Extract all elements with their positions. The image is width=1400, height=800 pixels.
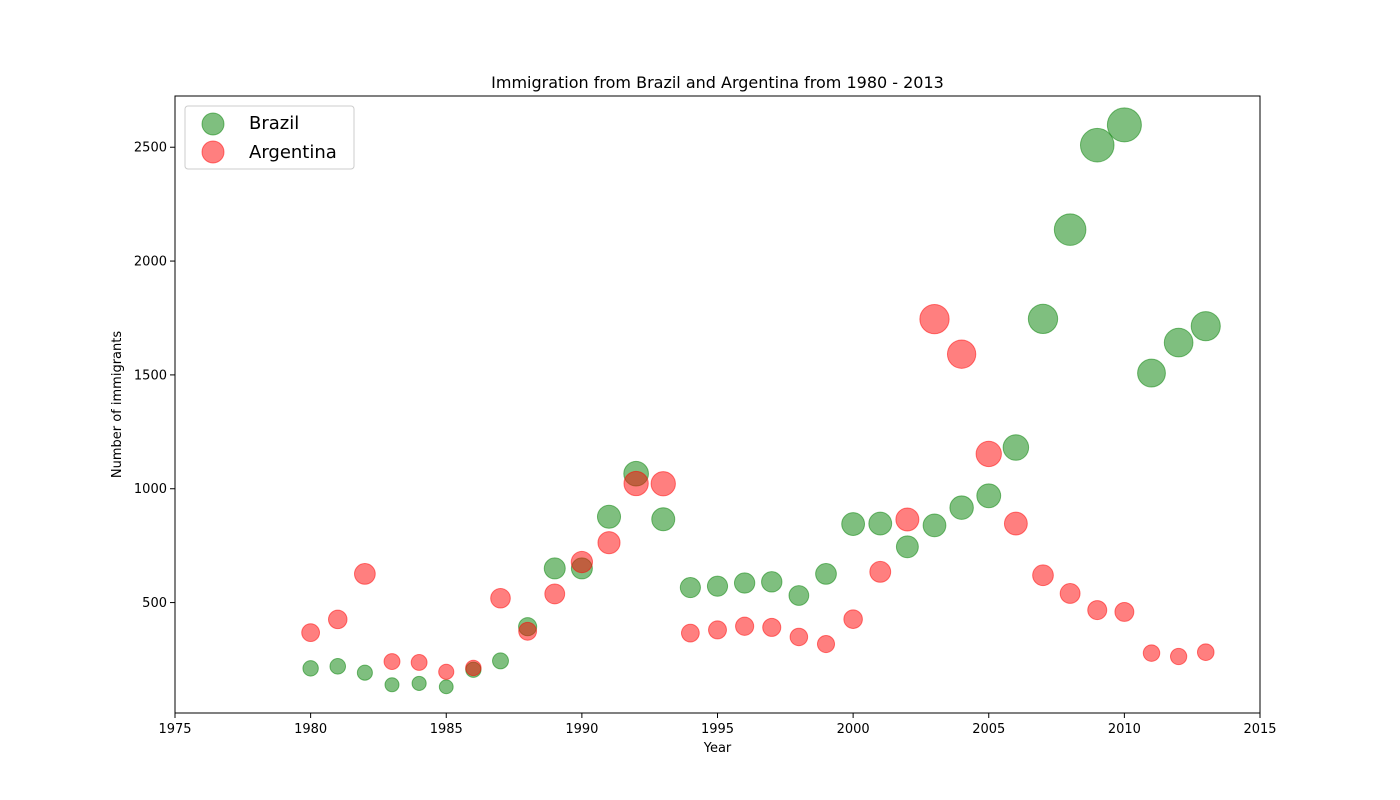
point-brazil-2011 <box>1137 358 1166 388</box>
point-argentina-1981 <box>327 609 348 630</box>
point-argentina-2002 <box>895 507 920 532</box>
point-brazil-2001 <box>868 511 893 536</box>
point-brazil-2007 <box>1027 303 1059 335</box>
point-argentina-1982 <box>353 563 376 585</box>
point-brazil-2000 <box>841 512 866 536</box>
point-brazil-1983 <box>384 677 400 693</box>
legend-marker-argentina <box>201 140 225 164</box>
point-argentina-1991 <box>597 531 621 555</box>
point-brazil-2012 <box>1163 327 1194 358</box>
point-brazil-2003 <box>922 513 947 538</box>
point-brazil-2010 <box>1106 107 1142 143</box>
point-brazil-1995 <box>706 575 729 597</box>
x-tick-label: 1975 <box>158 722 191 737</box>
point-argentina-1989 <box>544 583 566 605</box>
chart-title: Immigration from Brazil and Argentina fr… <box>491 73 944 92</box>
point-argentina-2013 <box>1196 643 1215 661</box>
x-tick-label: 1980 <box>294 722 327 737</box>
point-argentina-2000 <box>843 609 863 629</box>
x-tick-label: 2000 <box>837 722 870 737</box>
point-brazil-1989 <box>543 557 566 580</box>
point-brazil-2004 <box>949 495 974 520</box>
point-argentina-2003 <box>919 303 950 335</box>
y-axis-label: Number of immigrants <box>110 331 125 478</box>
point-argentina-1988 <box>518 621 538 641</box>
point-brazil-2008 <box>1053 213 1087 246</box>
points-layer <box>301 107 1221 695</box>
point-brazil-2006 <box>1002 434 1030 461</box>
point-argentina-1990 <box>570 550 594 574</box>
x-axis: 1975 1980 1985 1990 1995 2000 2005 2010 2015 <box>158 713 1277 737</box>
point-argentina-1999 <box>816 634 836 654</box>
point-argentina-2009 <box>1087 600 1108 621</box>
legend: Brazil Argentina <box>184 105 355 170</box>
point-argentina-1987 <box>490 587 511 609</box>
point-argentina-1993 <box>650 471 676 497</box>
point-brazil-1981 <box>329 658 347 675</box>
point-brazil-2005 <box>976 483 1002 509</box>
point-brazil-1980 <box>302 660 319 677</box>
y-tick-label: 1500 <box>134 368 167 383</box>
point-brazil-2002 <box>895 535 919 559</box>
point-argentina-2004 <box>946 339 977 369</box>
point-brazil-1996 <box>733 572 756 594</box>
point-brazil-2009 <box>1079 127 1115 163</box>
y-tick-label: 1000 <box>134 482 167 497</box>
point-argentina-1984 <box>410 654 428 671</box>
point-brazil-1991 <box>596 504 622 529</box>
point-argentina-1994 <box>680 623 700 643</box>
point-argentina-2005 <box>975 440 1002 468</box>
point-brazil-1982 <box>356 664 373 681</box>
point-argentina-2010 <box>1114 601 1135 622</box>
x-axis-label: Year <box>703 741 732 756</box>
x-tick-label: 1985 <box>430 722 463 737</box>
x-tick-label: 2015 <box>1243 722 1276 737</box>
x-tick-label: 1995 <box>701 722 734 737</box>
point-argentina-2001 <box>869 560 892 583</box>
point-argentina-1995 <box>708 620 727 640</box>
point-argentina-1986 <box>465 659 482 677</box>
point-argentina-1985 <box>438 663 455 680</box>
x-tick-label: 2010 <box>1108 722 1141 737</box>
x-tick-label: 2005 <box>972 722 1005 737</box>
point-argentina-1996 <box>735 616 755 636</box>
point-brazil-1998 <box>788 585 810 606</box>
point-brazil-1985 <box>438 679 454 695</box>
point-brazil-1984 <box>411 675 427 691</box>
legend-label-argentina: Argentina <box>249 142 337 163</box>
point-argentina-2007 <box>1032 564 1054 587</box>
point-argentina-2012 <box>1169 647 1188 666</box>
y-tick-label: 2000 <box>134 255 167 270</box>
point-brazil-1994 <box>679 576 701 599</box>
point-brazil-2013 <box>1190 311 1221 342</box>
y-axis: 500 1000 1500 2000 2500 <box>134 141 175 611</box>
point-brazil-1997 <box>761 571 783 593</box>
y-tick-label: 2500 <box>134 141 167 156</box>
point-argentina-1998 <box>789 627 809 647</box>
point-brazil-1993 <box>651 507 676 532</box>
y-tick-label: 500 <box>142 596 167 611</box>
point-argentina-1980 <box>301 623 321 643</box>
point-argentina-1992 <box>623 470 649 497</box>
point-argentina-2006 <box>1003 511 1028 536</box>
legend-marker-brazil <box>201 112 225 136</box>
legend-label-brazil: Brazil <box>249 113 299 134</box>
point-argentina-2008 <box>1059 583 1081 604</box>
point-argentina-1983 <box>383 653 401 671</box>
point-argentina-1997 <box>762 617 782 637</box>
point-argentina-2011 <box>1142 644 1161 662</box>
point-brazil-1987 <box>492 652 509 670</box>
point-brazil-1999 <box>815 563 837 585</box>
legend-box <box>184 105 355 170</box>
x-tick-label: 1990 <box>565 722 598 737</box>
